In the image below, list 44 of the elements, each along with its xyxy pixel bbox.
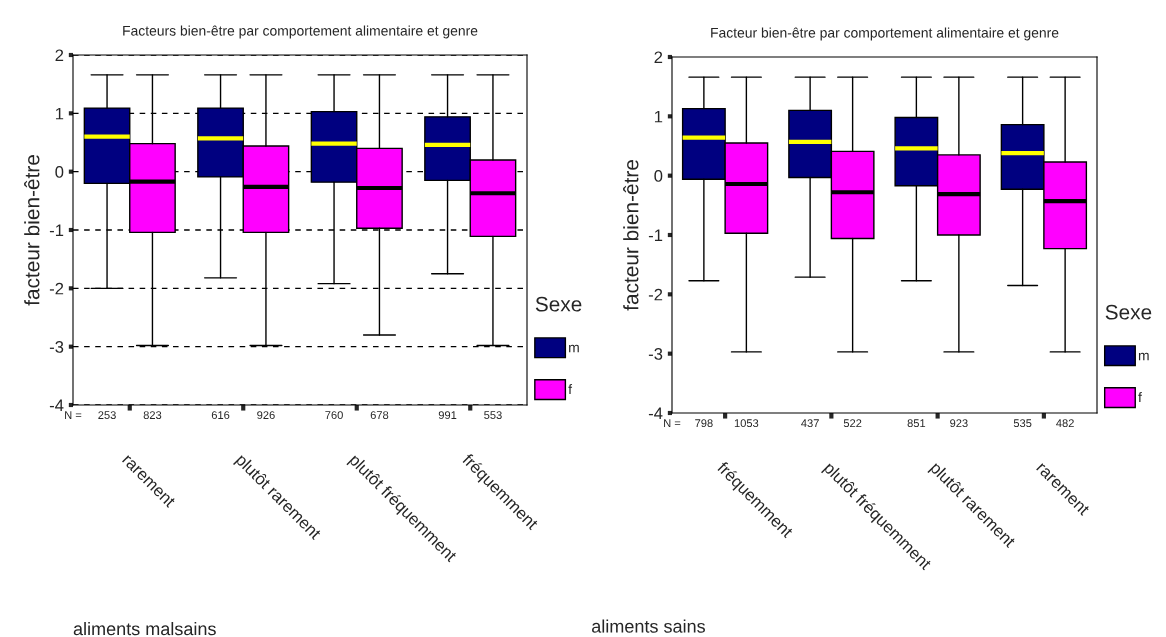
text: 923 xyxy=(950,419,968,428)
y-tick-label: -1 xyxy=(648,229,663,242)
y-tick-label: 2 xyxy=(55,49,64,62)
y-tick-label: -4 xyxy=(49,399,64,412)
legend-title: Sexe xyxy=(1105,304,1152,320)
text: 991 xyxy=(438,411,457,419)
text: 1053 xyxy=(734,419,759,428)
y-tick-label: -4 xyxy=(648,407,663,420)
y-tick-label: -3 xyxy=(49,341,64,353)
text: 760 xyxy=(325,411,343,419)
legend-title: Sexe xyxy=(535,296,582,312)
text: 823 xyxy=(143,411,162,419)
text: 616 xyxy=(211,411,230,419)
legend-label: m xyxy=(569,344,579,353)
y-tick-label: -3 xyxy=(648,348,663,360)
text: 798 xyxy=(695,419,713,428)
y-tick-label: 1 xyxy=(55,107,64,120)
legend-label: m xyxy=(1138,352,1149,361)
x-axis-title: aliments malsains xyxy=(73,622,216,636)
y-axis-title: facteur bien-être xyxy=(24,155,40,306)
y-tick-label: 0 xyxy=(55,166,64,178)
text: 553 xyxy=(484,411,502,419)
text: 678 xyxy=(370,411,389,419)
text: 253 xyxy=(98,411,116,419)
text: 437 xyxy=(801,419,819,428)
y-tick-label: 0 xyxy=(654,170,663,182)
y-tick-label: -2 xyxy=(648,288,663,301)
text: 851 xyxy=(907,419,926,428)
text: 535 xyxy=(1013,419,1032,428)
text: N = xyxy=(65,411,82,419)
legend-label: f xyxy=(568,384,573,395)
text: 482 xyxy=(1056,419,1074,428)
y-axis-title: facteur bien-être xyxy=(623,160,639,311)
legend-label: f xyxy=(1138,392,1142,403)
chart-title: Facteurs bien-être par comportement alimentaire et genre xyxy=(123,25,478,39)
text: N = xyxy=(664,419,681,427)
y-tick-label: 2 xyxy=(654,51,663,64)
y-tick-label: -1 xyxy=(49,224,64,237)
x-axis-title: aliments sains xyxy=(592,619,705,633)
text: 522 xyxy=(843,419,862,428)
y-tick-label: -2 xyxy=(49,282,64,295)
text: 926 xyxy=(257,411,275,419)
y-tick-label: 1 xyxy=(654,110,663,123)
chart-title: Facteur bien-être par comportement alimentaire et genre xyxy=(711,27,1059,41)
